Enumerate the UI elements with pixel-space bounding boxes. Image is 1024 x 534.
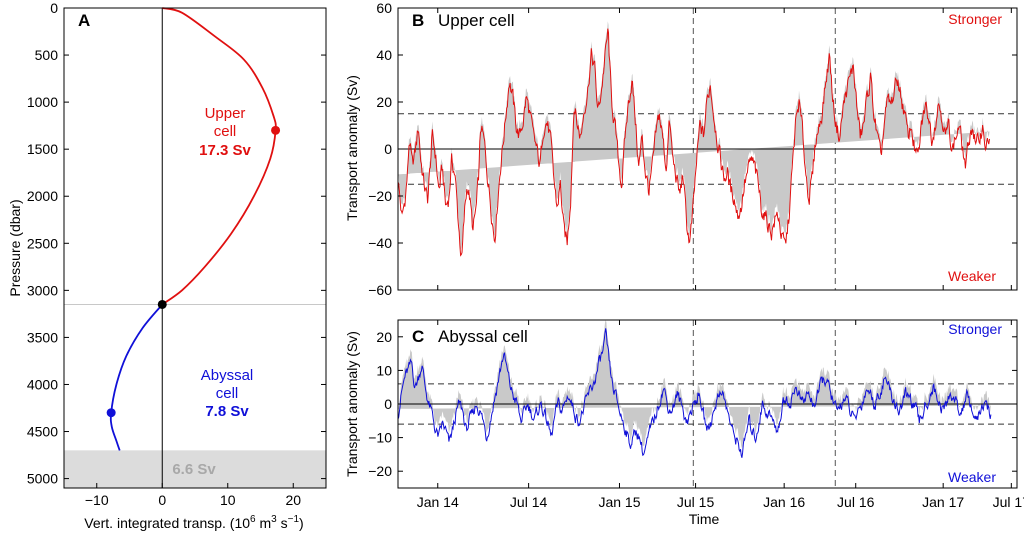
panel-a-abyssal-label-2: cell — [216, 385, 239, 402]
panel-a-ytick-label: 4000 — [27, 376, 58, 392]
panel-a-ytick-label: 1000 — [27, 94, 58, 110]
panel-a-ytick-label: 3500 — [27, 329, 58, 345]
panel-b-ytick-label: −20 — [368, 188, 392, 204]
panel-a-ytick-label: 2000 — [27, 188, 58, 204]
panel-c-ytick-label: 10 — [376, 362, 392, 378]
panel-c-ytick-label: −20 — [368, 463, 392, 479]
panel-c-ticks: −20 −10 0 10 20 Jan 14 Jul 14 Jan 15 Jul 15 Jan 1… — [368, 320, 1024, 510]
panel-b-stronger-label: Stronger — [948, 11, 1002, 27]
panel-b-title: Upper cell — [438, 11, 515, 30]
panel-c-series-line — [397, 328, 992, 458]
panel-c-stronger-label: Stronger — [948, 321, 1002, 337]
panel-b-ytick-label: −40 — [368, 235, 392, 251]
panel-a-bottom-value: 6.6 Sv — [172, 461, 216, 478]
panel-a-upper-value: 17.3 Sv — [199, 142, 251, 159]
panel-b-weaker-label: Weaker — [948, 268, 996, 284]
panel-a-ytick-label: 2500 — [27, 235, 58, 251]
panel-b: −60 −40 −20 0 20 40 60 B Upper cell Stronger W… — [344, 0, 1018, 298]
panel-c-ylabel: Transport anomaly (Sv) — [344, 331, 360, 477]
panel-c-xtick-label: Jul 15 — [677, 494, 715, 510]
panel-a-abyssal-label-1: Abyssal — [201, 367, 254, 384]
panel-b-ticks: −60 −40 −20 0 20 40 60 — [368, 0, 1017, 298]
panel-c-xlabel: Time — [689, 511, 720, 527]
panel-b-label: B — [412, 11, 424, 30]
panel-c-xtick-label: Jan 17 — [922, 494, 964, 510]
panel-a-upper-max-dot — [271, 125, 281, 135]
panel-a: −10 0 10 20 0 500 1000 1500 2000 2500 3000 3500 4000… — [7, 0, 327, 531]
panel-a-ytick-label: 3000 — [27, 282, 58, 298]
panel-a-label: A — [78, 11, 90, 30]
panel-a-abyssal-min-dot — [106, 408, 116, 418]
panel-b-uncertainty-band — [398, 21, 990, 250]
panel-b-ytick-label: 40 — [376, 47, 392, 63]
panel-c-xtick-label: Jul 14 — [510, 494, 548, 510]
panel-c-ytick-label: 20 — [376, 329, 392, 345]
panel-b-ytick-label: 0 — [384, 141, 392, 157]
panel-a-zero-crossing-dot — [157, 299, 167, 309]
panel-a-xtick-label: 0 — [158, 492, 166, 508]
panel-c-xtick-label: Jan 14 — [417, 494, 459, 510]
panel-a-ytick-label: 5000 — [27, 471, 58, 487]
panel-a-ticks: −10 0 10 20 0 500 1000 1500 2000 2500 3000 3500 4000… — [27, 0, 326, 508]
panel-a-upper-label-2: cell — [214, 123, 237, 140]
panel-b-ytick-label: 60 — [376, 0, 392, 16]
panel-a-ylabel: Pressure (dbar) — [7, 199, 23, 296]
panel-c-xtick-label: Jan 16 — [763, 494, 805, 510]
panel-c-title: Abyssal cell — [438, 327, 528, 346]
panel-a-shaded-bottom — [64, 450, 326, 488]
panel-c-xtick-label: Jul 17 — [993, 494, 1024, 510]
panel-c-label: C — [412, 327, 424, 346]
panel-a-ytick-label: 0 — [50, 0, 58, 16]
panel-b-series-line — [397, 28, 990, 257]
panel-a-frame — [63, 7, 327, 489]
panel-b-ytick-label: 20 — [376, 94, 392, 110]
panel-b-ytick-label: −60 — [368, 282, 392, 298]
panel-b-threshold-lines — [398, 113, 1017, 185]
panel-b-ylabel: Transport anomaly (Sv) — [344, 75, 360, 221]
panel-a-xlabel: Vert. integrated transp. (106 m3 s−1) — [84, 514, 303, 531]
panel-c-xtick-label: Jul 16 — [837, 494, 875, 510]
panel-a-abyssal-value: 7.8 Sv — [205, 403, 249, 420]
panel-c-xtick-label: Jan 15 — [598, 494, 640, 510]
panel-a-xtick-label: −10 — [85, 492, 109, 508]
panel-c-ytick-label: 0 — [384, 396, 392, 412]
panel-a-abyssal-profile — [109, 303, 163, 451]
panel-a-upper-label-1: Upper — [205, 105, 246, 122]
panel-a-xtick-label: 10 — [220, 492, 236, 508]
panel-a-xtick-label: 20 — [285, 492, 301, 508]
panel-a-ytick-label: 1500 — [27, 141, 58, 157]
panel-c-weaker-label: Weaker — [948, 469, 996, 485]
panel-c-ytick-label: −10 — [368, 430, 392, 446]
panel-a-ytick-label: 500 — [35, 47, 59, 63]
panel-a-ytick-label: 4500 — [27, 424, 58, 440]
panel-c: −20 −10 0 10 20 Jan 14 Jul 14 Jan 15 Jul 15 Jan 1… — [344, 319, 1024, 527]
